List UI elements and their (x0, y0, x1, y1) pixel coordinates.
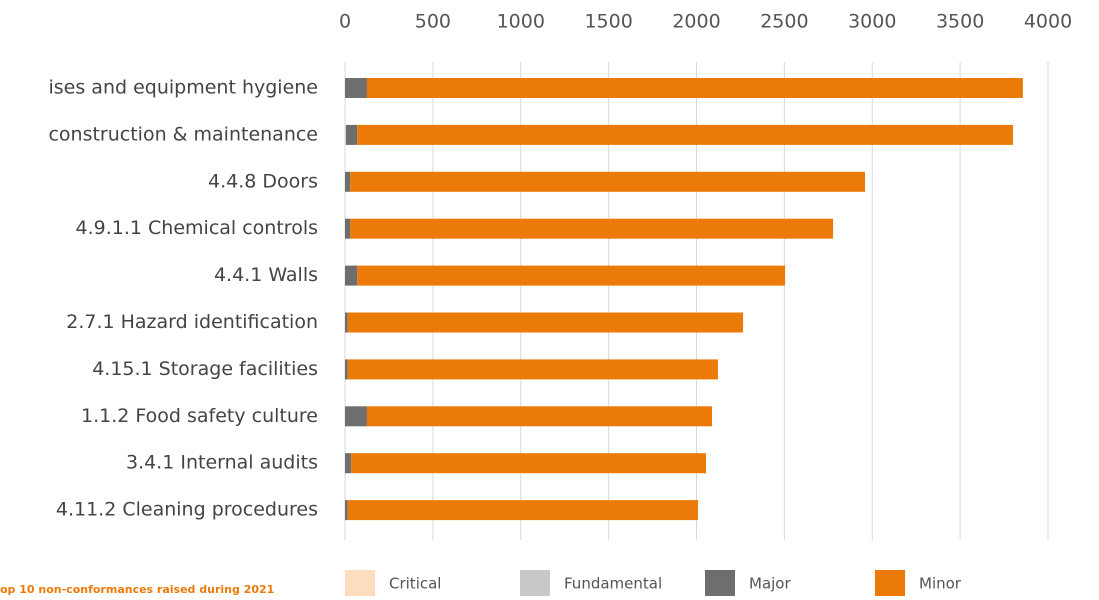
bar-segment (345, 500, 348, 521)
x-tick-label: 1000 (497, 11, 545, 33)
y-tick-label: 1.1.2 Food safety culture (81, 405, 318, 427)
legend-swatch (875, 570, 905, 596)
bar-segment (345, 124, 346, 145)
bar-segment (345, 124, 358, 145)
bar-segment (345, 359, 348, 380)
legend-label: Critical (389, 575, 441, 593)
x-tick-label: 2000 (672, 11, 720, 33)
bar-segment (345, 78, 367, 98)
legend-swatch (345, 570, 375, 596)
bar-segment (366, 78, 1023, 98)
y-tick-label: 2.7.1 Hazard identification (66, 311, 318, 333)
bar-segment (357, 124, 1014, 145)
y-tick-label: 4.11.2 Cleaning procedures (56, 499, 318, 521)
y-tick-label: 4.15.1 Storage facilities (92, 358, 318, 380)
y-tick-label: 3.4.1 Internal audits (126, 452, 318, 474)
bar-segment (345, 171, 351, 192)
caption: op 10 non-conformances raised during 202… (0, 583, 274, 596)
bar-segment (347, 359, 718, 380)
legend-label: Fundamental (564, 575, 662, 593)
bar-segment (350, 218, 834, 239)
x-tick-label: 0 (339, 11, 351, 33)
y-tick-label: 4.4.1 Walls (214, 264, 318, 286)
x-tick-label: 500 (415, 11, 451, 33)
y-tick-label: 4.9.1.1 Chemical controls (76, 217, 318, 239)
x-tick-label: 3500 (936, 11, 984, 33)
bar-segment (345, 265, 358, 286)
bar-segment (347, 312, 744, 333)
bar-segment (347, 500, 699, 521)
bar-segment (345, 453, 352, 474)
x-tick-label: 1500 (584, 11, 632, 33)
bar-segment (345, 218, 351, 239)
x-tick-label: 3000 (848, 11, 896, 33)
bar-segment (345, 406, 367, 427)
y-tick-label: ises and equipment hygiene (49, 77, 319, 99)
legend-label: Major (749, 575, 791, 593)
legend-swatch (520, 570, 550, 596)
bar-segment (351, 453, 706, 474)
legend-swatch (705, 570, 735, 596)
bar-segment (350, 171, 866, 192)
bar-segment (366, 406, 712, 427)
x-tick-label: 2500 (760, 11, 808, 33)
bar-segment (357, 265, 786, 286)
x-tick-label: 4000 (1024, 11, 1072, 33)
y-tick-label: construction & maintenance (48, 123, 318, 145)
bar-segment (345, 312, 348, 333)
legend-label: Minor (919, 575, 962, 593)
y-tick-label: 4.4.8 Doors (208, 170, 318, 192)
